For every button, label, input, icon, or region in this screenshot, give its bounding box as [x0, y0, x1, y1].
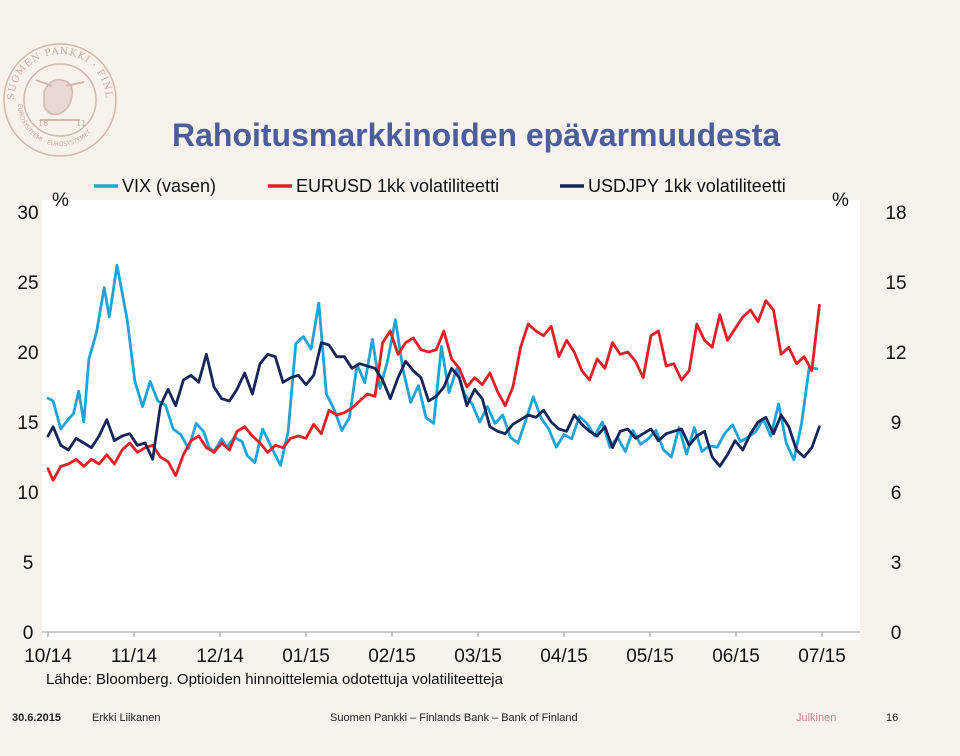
x-tick-label: 10/14 — [24, 646, 72, 667]
footer-classification: Julkinen — [796, 712, 837, 724]
x-tick-label: 11/14 — [111, 646, 158, 667]
legend-label-eurusd: EURUSD 1kk volatiliteetti — [296, 176, 499, 196]
right-tick-label: 3 — [891, 553, 902, 574]
series-line-vix — [46, 263, 819, 467]
x-tick-label: 06/15 — [712, 646, 760, 667]
logo-year-right: 11 — [76, 119, 86, 128]
series-line-usdjpy — [46, 341, 821, 468]
left-tick-label: 5 — [23, 553, 34, 574]
x-tick-label: 07/15 — [798, 646, 846, 667]
legend-label-usdjpy: USDJPY 1kk volatiliteetti — [588, 176, 786, 196]
logo-emblem — [3, 43, 117, 157]
x-tick-label: 02/15 — [368, 646, 416, 667]
x-tick-label: 04/15 — [540, 646, 588, 667]
left-tick-label: 0 — [23, 623, 34, 644]
right-tick-label: 6 — [891, 483, 902, 504]
footer-page-number: 16 — [886, 712, 899, 724]
left-tick-label: 25 — [17, 273, 38, 294]
right-tick-label: 15 — [885, 273, 906, 294]
x-tick-label: 12/14 — [196, 646, 244, 667]
series-layer — [46, 263, 821, 482]
right-tick-label: 0 — [891, 623, 902, 644]
volatility-chart: VIX (vasen) EURUSD 1kk volatiliteetti US… — [17, 176, 906, 688]
footer-organization: Suomen Pankki – Finlands Bank – Bank of … — [330, 712, 578, 724]
left-tick-label: 15 — [17, 413, 38, 434]
left-tick-label: 10 — [17, 483, 38, 504]
right-tick-label: 18 — [885, 203, 906, 224]
left-tick-label: 20 — [17, 343, 38, 364]
x-tick-label: 05/15 — [626, 646, 674, 667]
footer-author: Erkki Liikanen — [92, 712, 161, 724]
left-axis-unit: % — [52, 190, 69, 211]
legend-label-vix: VIX (vasen) — [122, 176, 216, 196]
right-tick-label: 9 — [891, 413, 902, 434]
left-axis-ticks: 0 5 10 15 20 25 30 — [17, 203, 38, 644]
x-tick-label: 01/15 — [282, 646, 330, 667]
chart-canvas: VIX (vasen) EURUSD 1kk volatiliteetti US… — [17, 176, 906, 688]
slide-footer: 30.6.2015 Erkki Liikanen Suomen Pankki –… — [0, 712, 960, 732]
x-tick-label: 03/15 — [454, 646, 502, 667]
suomen-pankki-logo: SUOMEN PANKKI · FINLANDS BANK EUROSYSTEE… — [0, 40, 117, 157]
plot-area — [42, 200, 860, 640]
series-line-eurusd — [46, 299, 821, 482]
slide-title: Rahoitusmarkkinoiden epävarmuudesta — [172, 117, 781, 153]
chart-legend: VIX (vasen) EURUSD 1kk volatiliteetti US… — [94, 176, 786, 196]
right-tick-label: 12 — [885, 343, 906, 364]
right-axis-ticks: 0 3 6 9 12 15 18 — [885, 203, 906, 644]
right-axis-unit: % — [832, 190, 849, 211]
left-tick-label: 30 — [17, 203, 38, 224]
footer-date: 30.6.2015 — [12, 712, 61, 724]
logo-year-left: 18 — [38, 119, 48, 128]
source-note: Lähde: Bloomberg. Optioiden hinnoittelem… — [46, 671, 504, 688]
x-axis-ticks: 10/14 11/14 12/14 01/15 02/15 03/15 04/15 05/15… — [24, 632, 846, 667]
